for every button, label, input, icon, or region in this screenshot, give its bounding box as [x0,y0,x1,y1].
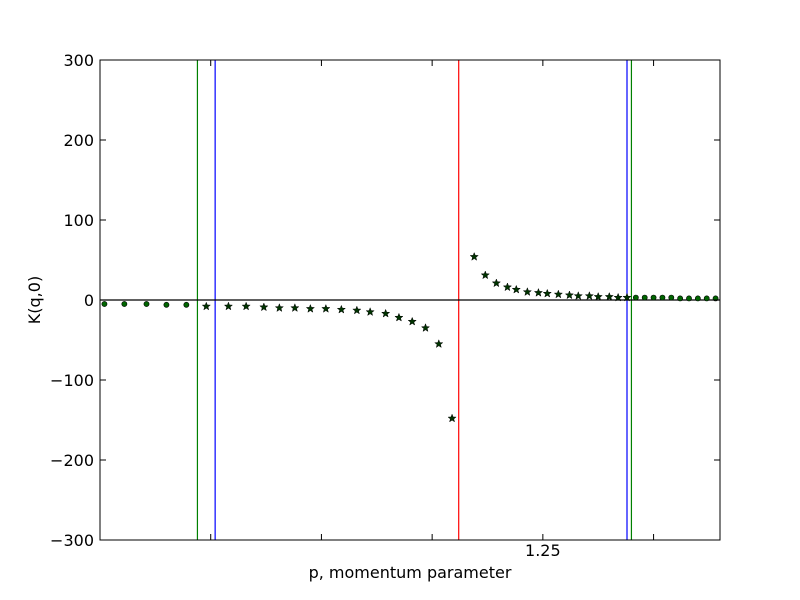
data-point-star-26 [564,290,575,300]
data-point-circle-9 [668,294,675,301]
data-point-star-30 [604,291,614,301]
data-point-star-28 [584,291,595,300]
data-point-circle-7 [650,294,657,301]
data-point-star-5 [290,303,300,312]
y-tick-label: 0 [84,291,94,310]
data-point-circle-4 [183,301,190,308]
data-point-star-9 [352,305,362,315]
data-point-star-10 [365,307,375,316]
data-point-star-13 [407,316,417,326]
data-point-star-29 [593,291,603,301]
data-point-star-7 [321,303,331,313]
data-point-star-11 [380,308,391,318]
data-point-circle-8 [659,294,666,301]
plot-frame [99,59,721,541]
data-point-star-4 [274,303,285,312]
data-point-circle-12 [694,295,701,302]
data-point-circle-2 [143,301,150,307]
data-point-star-2 [241,301,251,311]
y-tick-label: 200 [63,131,94,150]
y-tick-label: 300 [63,51,94,70]
data-point-circle-13 [703,295,710,302]
data-point-circle-3 [163,301,170,308]
data-point-circle-6 [641,294,648,301]
y-tick-label: −200 [50,451,94,470]
data-point-star-15 [434,339,444,348]
data-point-star-14 [420,323,431,332]
data-point-star-18 [480,270,490,280]
data-point-star-20 [502,282,513,292]
y-tick-label: 100 [63,211,94,230]
data-point-star-16 [447,413,457,423]
data-point-star-0 [201,301,211,311]
data-point-star-3 [259,302,269,312]
y-tick-label: −300 [50,531,94,550]
data-point-star-21 [511,284,521,294]
data-point-star-31 [613,292,623,302]
y-tick-label: −100 [50,371,94,390]
data-point-circle-1 [121,301,128,307]
data-point-star-32 [622,292,632,302]
data-point-circle-5 [632,294,639,301]
data-point-circle-0 [101,301,108,307]
data-point-star-25 [553,289,564,299]
data-point-star-27 [573,291,583,300]
data-point-star-6 [305,303,316,313]
data-point-star-12 [394,312,404,322]
x-axis-label: p, momentum parameter [309,563,512,582]
data-point-star-23 [533,287,544,297]
data-point-star-8 [336,304,347,314]
data-point-star-22 [522,287,533,296]
data-point-circle-11 [686,295,692,302]
x-tick-label: 1.25 [525,541,561,560]
data-point-star-1 [223,301,234,311]
data-point-star-19 [491,278,502,288]
y-axis-label: K(q,0) [25,276,44,324]
data-point-circle-10 [677,295,684,302]
data-point-star-24 [542,288,552,298]
data-point-star-17 [469,251,479,261]
